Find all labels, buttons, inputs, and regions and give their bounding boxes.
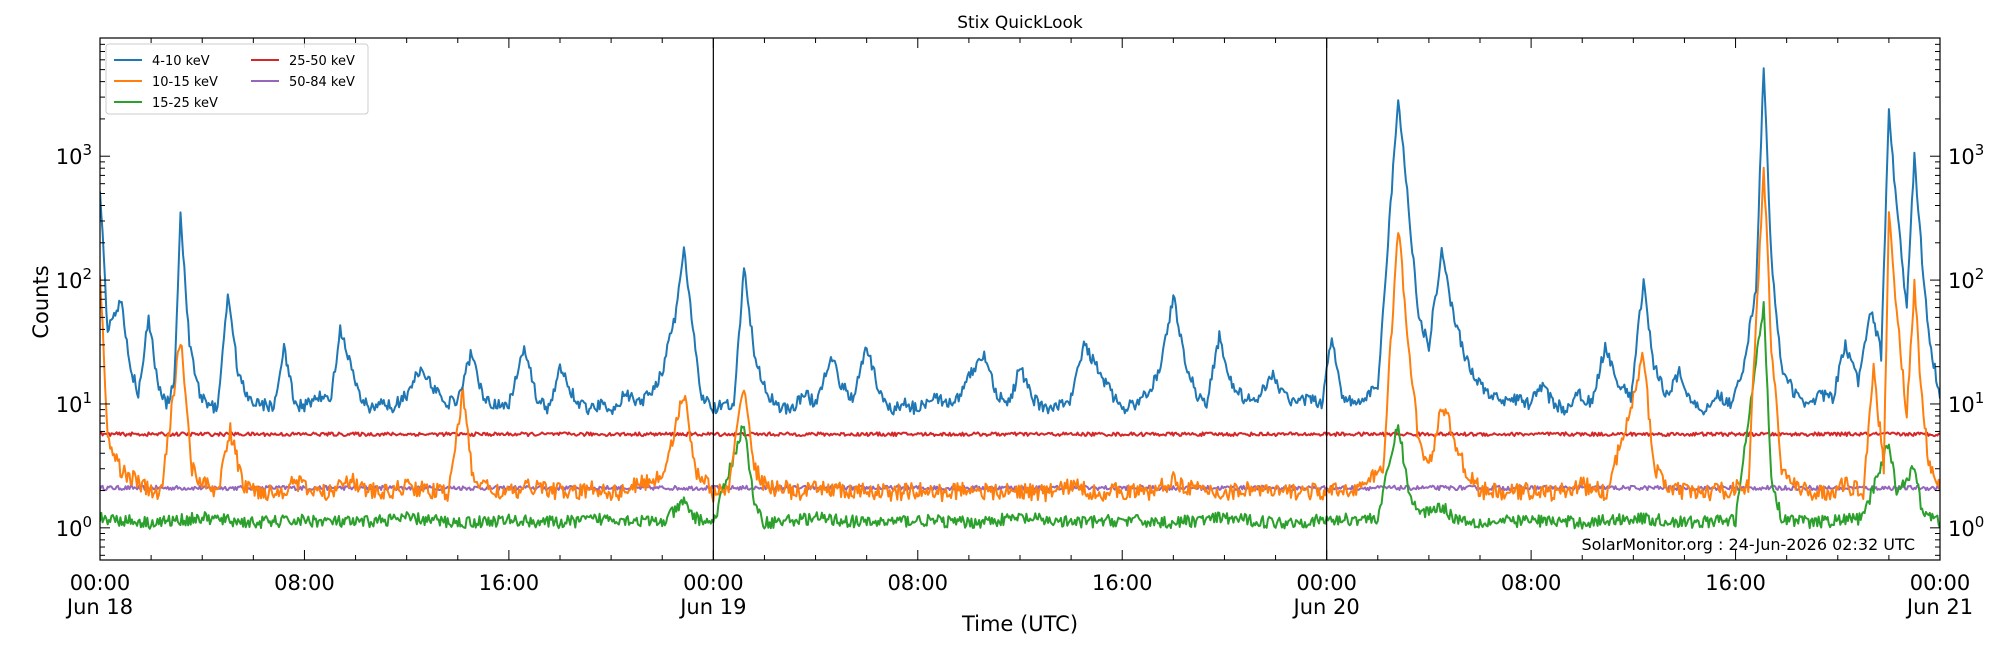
x-tick-label: 16:00 — [1092, 571, 1153, 595]
series-line-4-10-kev — [100, 67, 1940, 416]
legend-label: 10-15 keV — [152, 75, 218, 90]
y-tick-label-left: 100 — [56, 513, 92, 541]
series-line-15-25-kev — [100, 301, 1940, 530]
legend-box — [105, 43, 369, 115]
y-tick-label-right: 101 — [1948, 389, 1984, 417]
x-tick-label: 00:00 — [70, 571, 131, 595]
y-tick-label-right: 100 — [1948, 513, 1984, 541]
x-tick-label: 00:00 — [1910, 571, 1971, 595]
legend-label: 15-25 keV — [152, 96, 218, 111]
y-axis-label: Counts — [29, 265, 53, 338]
legend-label: 4-10 keV — [152, 54, 210, 69]
legend-label: 25-50 keV — [289, 54, 355, 69]
x-tick-label: 08:00 — [888, 571, 949, 595]
source-annotation: SolarMonitor.org : 24-Jun-2026 02:32 UTC — [1581, 535, 1915, 554]
series-line-10-15-kev — [100, 166, 1940, 503]
legend: 4-10 keV 10-15 keV 15-25 keV 25-50 keV 50-84… — [105, 43, 369, 115]
y-tick-label-left: 101 — [56, 389, 92, 417]
x-tick-date-label: Jun 21 — [1905, 595, 1973, 619]
x-axis-label: Time (UTC) — [961, 612, 1078, 636]
x-tick-label: 00:00 — [1296, 571, 1357, 595]
x-tick-date-label: Jun 20 — [1292, 595, 1360, 619]
chart-title: Stix QuickLook — [957, 13, 1083, 33]
x-tick-label: 00:00 — [683, 571, 744, 595]
y-tick-label-right: 103 — [1948, 141, 1984, 169]
y-tick-label-left: 102 — [56, 265, 92, 293]
series-line-50-84-kev — [100, 484, 1940, 492]
x-tick-date-label: Jun 19 — [678, 595, 746, 619]
plot-area — [100, 67, 1940, 530]
series-line-25-50-kev — [100, 431, 1940, 438]
x-tick-label: 08:00 — [274, 571, 335, 595]
legend-label: 50-84 keV — [289, 75, 355, 90]
x-tick-label: 16:00 — [479, 571, 540, 595]
y-tick-label-left: 103 — [56, 141, 92, 169]
x-tick-label: 16:00 — [1705, 571, 1766, 595]
y-tick-label-right: 102 — [1948, 265, 1984, 293]
x-tick-label: 08:00 — [1501, 571, 1562, 595]
x-tick-date-label: Jun 18 — [65, 595, 133, 619]
